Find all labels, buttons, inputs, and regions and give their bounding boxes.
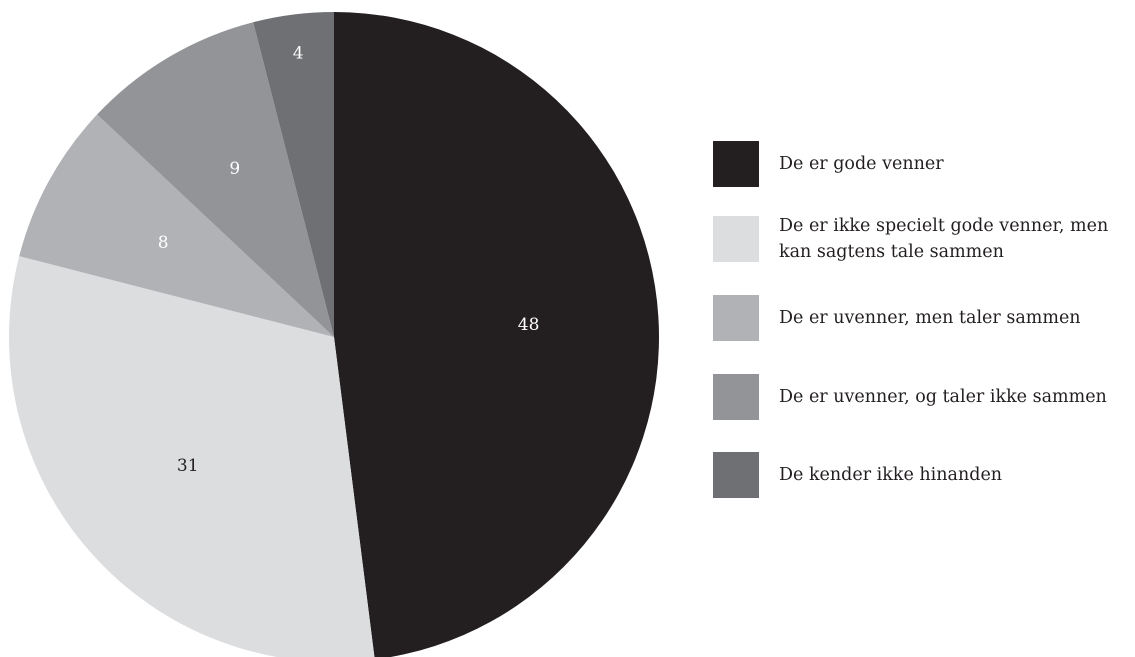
legend-swatch	[713, 452, 759, 498]
pie-value-label-4: 9	[229, 159, 240, 179]
legend-swatch	[713, 295, 759, 341]
legend-item-4: De er uvenner, og taler ikke sammen	[713, 374, 1135, 420]
pie-chart: 48 31 8 9 4	[9, 12, 659, 657]
pie-slices	[9, 12, 659, 657]
legend-label: De kender ikke hinanden	[779, 465, 1003, 485]
pie-slice-4	[97, 22, 334, 337]
legend-item-1: De er gode venner	[713, 141, 1135, 187]
legend-item-2: De er ikke specielt gode venner, men kan…	[713, 216, 1135, 265]
legend-item-3: De er uvenner, men taler sammen	[713, 295, 1135, 341]
legend-item-5: De kender ikke hinanden	[713, 452, 1135, 498]
pie-slice-5	[253, 12, 334, 337]
pie-value-label-1: 48	[518, 315, 540, 335]
pie-value-labels: 48 31 8 9 4	[158, 43, 540, 476]
pie-value-label-5: 4	[293, 43, 304, 63]
legend-label: De er ikke specielt gode venner, men kan…	[779, 216, 1109, 262]
pie-value-label-3: 8	[158, 233, 169, 253]
legend-label: De er uvenner, og taler ikke sammen	[779, 387, 1107, 407]
legend-swatch	[713, 141, 759, 187]
pie-slice-1	[334, 12, 659, 657]
pie-slice-2	[9, 256, 375, 657]
legend-swatch	[713, 216, 759, 262]
legend-label: De er uvenner, men taler sammen	[779, 308, 1081, 328]
legend-swatch	[713, 374, 759, 420]
pie-value-label-2: 31	[177, 456, 199, 476]
legend-label: De er gode venner	[779, 154, 944, 174]
pie-slice-3	[19, 114, 334, 338]
